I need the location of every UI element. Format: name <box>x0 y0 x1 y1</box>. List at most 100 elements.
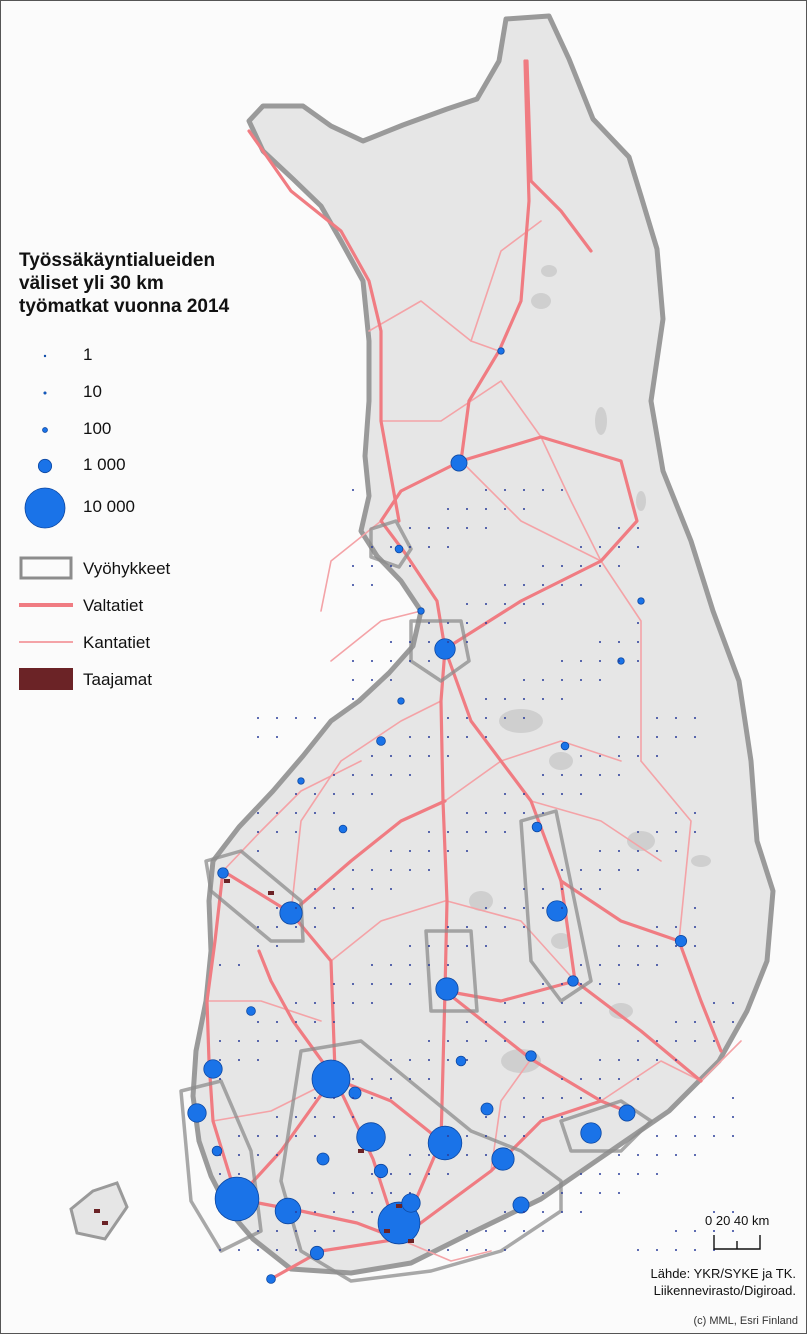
commute-flow-dot <box>390 755 392 757</box>
commute-flow-dot <box>333 793 335 795</box>
commute-flow-dot <box>599 888 601 890</box>
commute-flow-point <box>450 454 468 472</box>
commute-flow-dot <box>447 850 449 852</box>
commute-flow-dot <box>580 660 582 662</box>
commute-flow-point <box>434 638 456 660</box>
commute-flow-dot <box>618 869 620 871</box>
commute-flow-dot <box>295 812 297 814</box>
commute-flow-dot <box>257 1230 259 1232</box>
commute-flow-dot <box>523 926 525 928</box>
commute-flow-dot <box>371 755 373 757</box>
commute-flow-dot <box>428 850 430 852</box>
commute-flow-dot <box>276 926 278 928</box>
commute-flow-dot <box>523 1230 525 1232</box>
commute-flow-dot <box>637 736 639 738</box>
urban-area <box>268 891 274 895</box>
commute-flow-point <box>377 1201 421 1245</box>
commute-flow-dot <box>580 546 582 548</box>
zone-5 <box>519 809 593 1003</box>
commute-flow-dot <box>580 565 582 567</box>
commute-flow-dot <box>694 907 696 909</box>
legend-layer-label: Valtatiet <box>83 596 144 615</box>
commute-flow-dot <box>542 1021 544 1023</box>
zone-4 <box>424 929 479 1013</box>
commute-flow-dot <box>447 527 449 529</box>
commute-flow-dot <box>390 1192 392 1194</box>
commute-flow-dot <box>257 1249 259 1251</box>
commute-flow-dot <box>409 546 411 548</box>
commute-flow-dot <box>428 527 430 529</box>
commute-flow-dot <box>295 1040 297 1042</box>
commute-flow-dot <box>599 983 601 985</box>
commute-flow-dot <box>333 1116 335 1118</box>
commute-flow-dot <box>675 831 677 833</box>
commute-flow-dot <box>637 831 639 833</box>
commute-flow-dot <box>618 850 620 852</box>
commute-flow-dot <box>485 907 487 909</box>
commute-flow-dot <box>713 1116 715 1118</box>
commute-flow-dot <box>618 964 620 966</box>
commute-flow-dot <box>447 926 449 928</box>
commute-flow-dot <box>523 679 525 681</box>
commute-flow-dot <box>485 603 487 605</box>
commute-flow-dot <box>580 869 582 871</box>
commute-flow-dot <box>447 1249 449 1251</box>
commute-flow-dot <box>352 1002 354 1004</box>
lake-area <box>691 855 711 867</box>
source-line-2: Liikennevirasto/Digiroad. <box>653 1283 796 1298</box>
commute-flow-point <box>491 1147 515 1171</box>
commute-flow-dot <box>390 1078 392 1080</box>
commute-flow-dot <box>618 546 620 548</box>
minor-road-18 <box>460 460 602 562</box>
zone-8 <box>559 1099 653 1153</box>
commute-flow-dot <box>713 1230 715 1232</box>
commute-flow-dot <box>580 793 582 795</box>
legend: Työssäkäyntialueiden väliset yli 30 km t… <box>19 249 319 690</box>
commute-flow-dot <box>238 1040 240 1042</box>
commute-flow-dot <box>656 1040 658 1042</box>
commute-flow-dot <box>333 1230 335 1232</box>
commute-flow-dot <box>485 1021 487 1023</box>
commute-flow-dot <box>580 983 582 985</box>
commute-flow-dot <box>333 812 335 814</box>
legend-size-label: 100 <box>83 419 112 438</box>
commute-flow-dot <box>675 1040 677 1042</box>
commute-flow-dot <box>523 1002 525 1004</box>
commute-flow-dot <box>257 926 259 928</box>
commute-flow-dot <box>466 1154 468 1156</box>
commute-flow-dot <box>504 812 506 814</box>
commute-flow-dot <box>485 1230 487 1232</box>
commute-flow-dot <box>732 1230 734 1232</box>
commute-flow-dot <box>675 1135 677 1137</box>
commute-flow-dot <box>561 565 563 567</box>
commute-flow-dot <box>618 774 620 776</box>
commute-flow-dot <box>580 774 582 776</box>
commute-flow-dot <box>276 831 278 833</box>
legend-circle-icon <box>43 354 47 358</box>
commute-flow-dot <box>542 603 544 605</box>
commute-flow-dot <box>485 508 487 510</box>
commute-flow-dot <box>656 755 658 757</box>
commute-flow-dot <box>466 1249 468 1251</box>
urban-area <box>224 879 230 883</box>
commute-flow-dot <box>523 1116 525 1118</box>
commute-flow-dot <box>219 1040 221 1042</box>
commute-flow-dot <box>466 1230 468 1232</box>
commute-flow-point <box>297 777 305 785</box>
commute-flow-dot <box>371 1211 373 1213</box>
commute-flow-point <box>373 1163 389 1179</box>
commute-flow-dot <box>504 1116 506 1118</box>
commute-flow-dot <box>561 1097 563 1099</box>
commute-flow-dot <box>504 1249 506 1251</box>
commute-flow-dot <box>542 565 544 567</box>
commute-flow-dot <box>694 1116 696 1118</box>
commute-flow-dot <box>295 926 297 928</box>
commute-flow-dot <box>276 717 278 719</box>
lake-area <box>609 1003 633 1019</box>
commute-flow-dot <box>314 1211 316 1213</box>
commute-flow-dot <box>390 546 392 548</box>
minor-road-11 <box>446 900 576 982</box>
commute-flow-point <box>637 597 645 605</box>
commute-flow-dot <box>314 1135 316 1137</box>
